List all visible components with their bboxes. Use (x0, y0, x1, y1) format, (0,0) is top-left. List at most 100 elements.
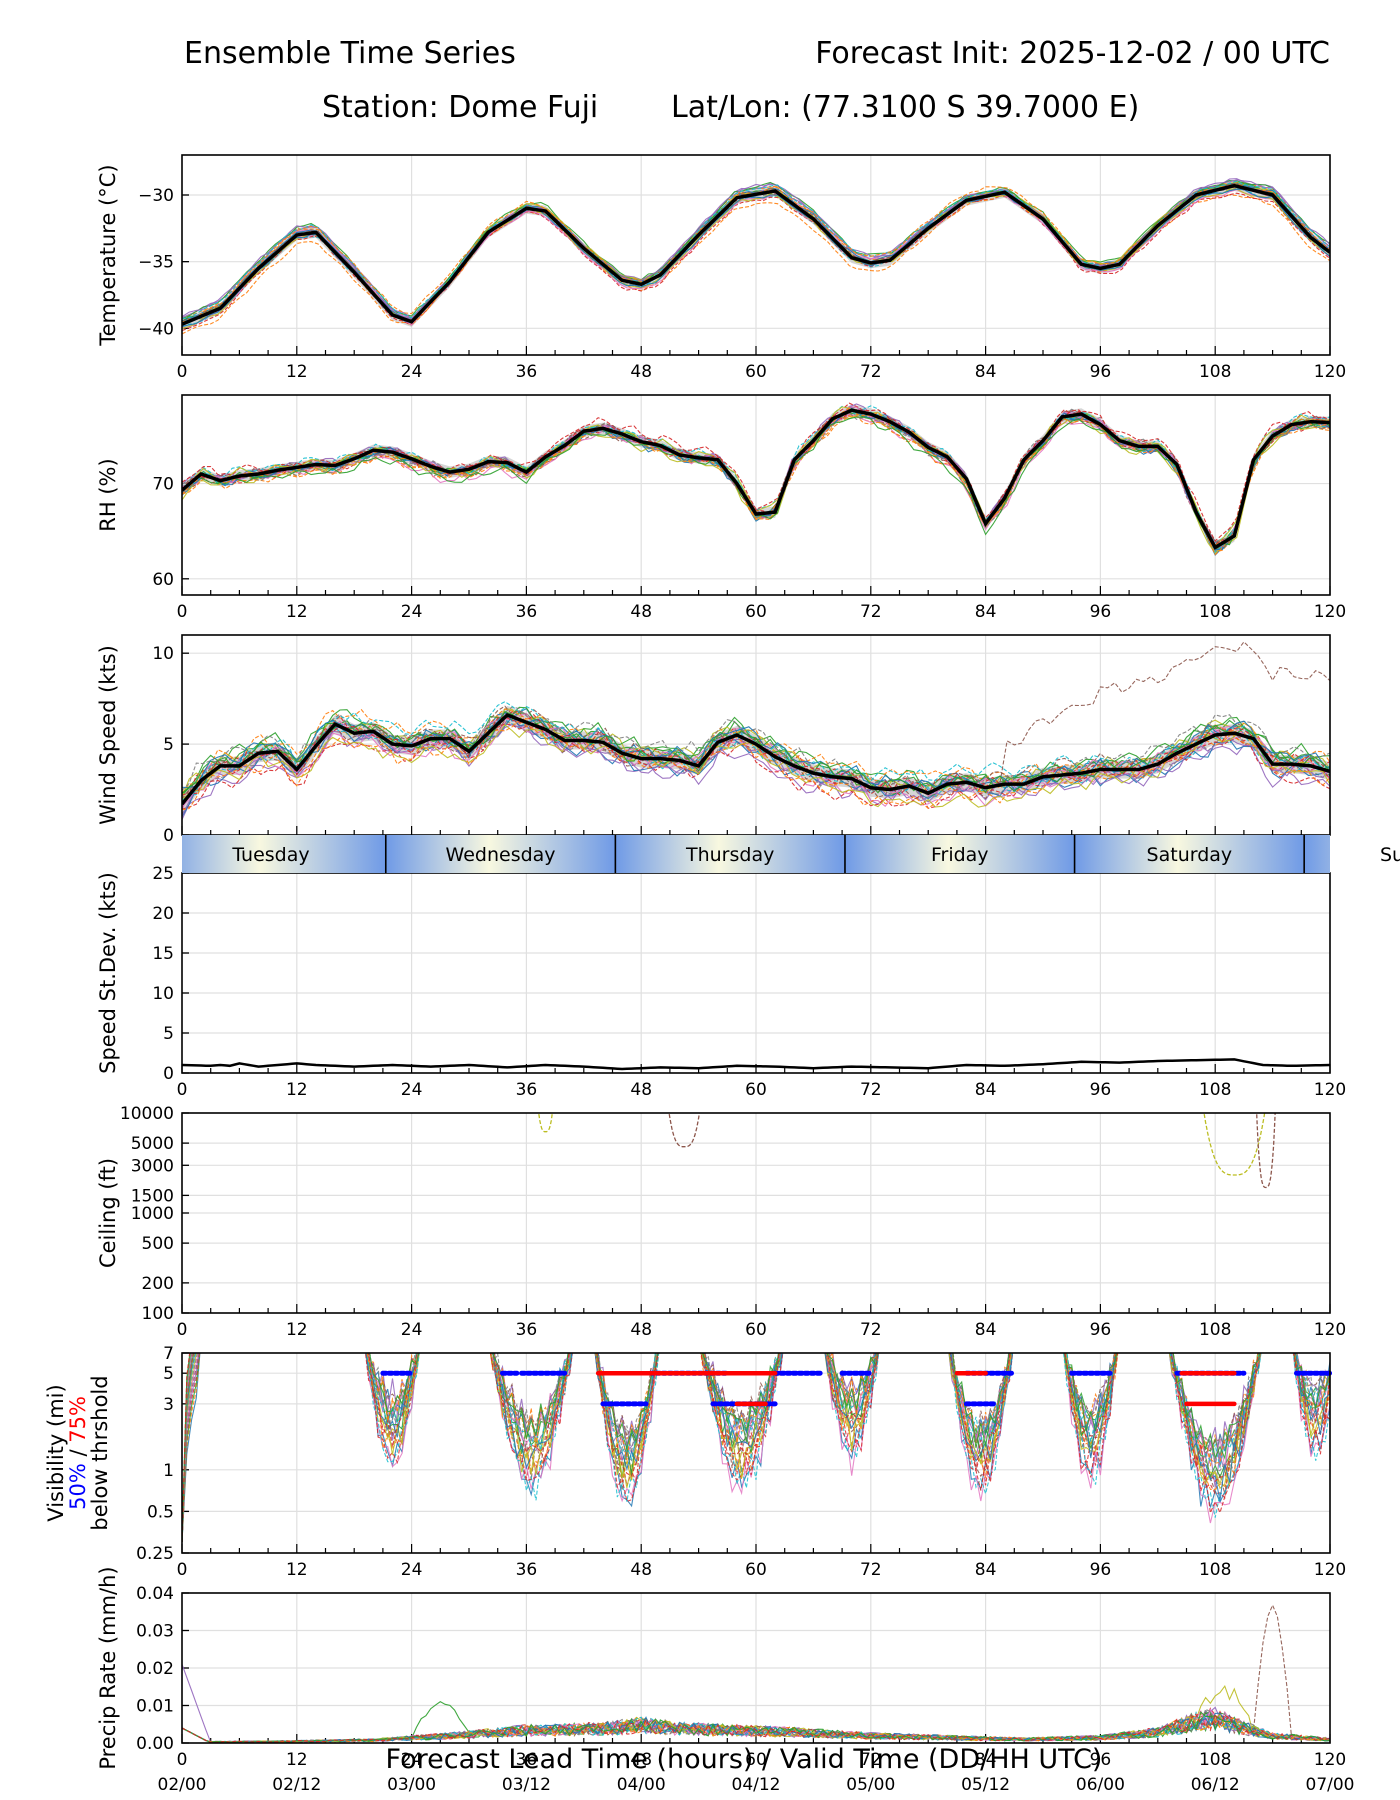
y-tick-label: 0.01 (136, 1697, 174, 1717)
visibility-member-line (182, 1353, 1330, 1543)
y-tick-label: 1 (163, 1461, 174, 1481)
y-axis-label: below thrshold (88, 1375, 112, 1530)
day-band (615, 835, 845, 873)
ensemble-member-line (182, 706, 1330, 797)
y-tick-label: 200 (142, 1274, 174, 1294)
x-valid-time-label: 07/00 (1306, 1775, 1355, 1795)
y-tick-label: 20 (152, 904, 174, 924)
x-valid-time-label: 02/00 (158, 1775, 207, 1795)
visibility-member-line (182, 1353, 1330, 1543)
day-strip: Tuesday Wednesday Thursday Friday Saturday Su (182, 835, 1400, 873)
x-tick-label: 36 (516, 362, 538, 382)
y-tick-label: −35 (138, 253, 174, 273)
y-axis-label-part: / (66, 1443, 90, 1463)
x-tick-label: 60 (745, 1560, 767, 1580)
ensemble-mean-line (182, 712, 1330, 806)
y-tick-label: 10000 (120, 1104, 174, 1124)
x-tick-label: 36 (516, 1080, 538, 1100)
x-tick-label: 60 (745, 602, 767, 622)
visibility-member-line (182, 1353, 1330, 1543)
y-axis-label: Ceiling (ft) (96, 1158, 120, 1268)
x-tick-label: 72 (860, 1080, 882, 1100)
panel-visibility: 0.25 0.5 1 3 57 0 12 24 36 48 60 72 84 96 108 120 Visibi… (44, 1344, 1346, 1580)
y-tick-label: 0 (163, 826, 174, 846)
x-tick-label: 96 (1090, 1560, 1112, 1580)
x-tick-label: 120 (1314, 602, 1346, 622)
x-tick-label: 24 (401, 1750, 423, 1770)
x-valid-time-label: 02/12 (272, 1775, 321, 1795)
x-tick-label: 24 (401, 1320, 423, 1340)
ceiling-member-line (668, 1113, 701, 1148)
x-tick-label: 0 (177, 1080, 188, 1100)
x-tick-label: 0 (177, 602, 188, 622)
x-tick-label: 120 (1314, 1750, 1346, 1770)
x-tick-label: 108 (1199, 1080, 1231, 1100)
x-valid-time-label: 04/12 (732, 1775, 781, 1795)
x-tick-label: 84 (975, 1080, 997, 1100)
y-tick-label: 1000 (131, 1204, 174, 1224)
y-tick-label: 0.5 (147, 1502, 174, 1522)
panel-frame (181, 1112, 1331, 1314)
x-tick-label: 108 (1199, 362, 1231, 382)
y-tick-label: 10 (152, 644, 174, 664)
station-name: Station: Dome Fuji (322, 90, 598, 125)
x-tick-label: 48 (630, 1560, 652, 1580)
panel-precip_rate: 0.00 0.01 0.02 0.03 0.04 0 12 24 36 48 60 72 84 96 108… (96, 1566, 1355, 1795)
x-tick-label: 96 (1090, 362, 1112, 382)
visibility-member-line (182, 1353, 1330, 1543)
x-valid-time-label: 06/12 (1191, 1775, 1240, 1795)
ensemble-member-line (182, 718, 1330, 811)
x-tick-label: 60 (745, 1080, 767, 1100)
x-tick-label: 60 (745, 1750, 767, 1770)
ceiling-member-line (1256, 1113, 1276, 1189)
panel-wind_speed: 0 5 10 Wind Speed (kts) (96, 634, 1331, 846)
x-tick-label: 108 (1199, 1560, 1231, 1580)
x-valid-time-label: 03/00 (387, 1775, 436, 1795)
y-tick-label: 100 (142, 1304, 174, 1324)
day-label: Friday (931, 844, 989, 866)
x-tick-label: 24 (401, 362, 423, 382)
x-valid-time-label: 06/00 (1076, 1775, 1125, 1795)
precip-member-line (182, 1711, 1330, 1743)
x-tick-label: 72 (860, 362, 882, 382)
y-tick-label: 10 (152, 984, 174, 1004)
x-tick-label: 48 (630, 362, 652, 382)
ensemble-mean-line (182, 183, 1330, 326)
y-axis-label-part: 50% (66, 1463, 90, 1510)
day-label: Thursday (685, 844, 774, 866)
y-axis-label: Precip Rate (mm/h) (96, 1566, 120, 1769)
x-tick-label: 60 (745, 362, 767, 382)
x-axis-label: Forecast Lead Time (hours) / Valid Time … (386, 1744, 1103, 1775)
x-tick-label: 60 (745, 1320, 767, 1340)
day-label: Tuesday (231, 844, 309, 866)
x-tick-label: 84 (975, 362, 997, 382)
y-tick-label: 70 (152, 475, 174, 495)
x-tick-label: 72 (860, 1320, 882, 1340)
day-band (385, 835, 616, 873)
y-tick-label: 3 (163, 1395, 174, 1415)
ceiling-member-line (1203, 1113, 1266, 1176)
x-tick-label: 36 (516, 1320, 538, 1340)
x-tick-label: 36 (516, 1750, 538, 1770)
x-tick-label: 12 (286, 602, 308, 622)
x-tick-label: 12 (286, 362, 308, 382)
x-tick-label: 48 (630, 1320, 652, 1340)
y-tick-label: 0.03 (136, 1622, 174, 1642)
ensemble-mean-line (182, 408, 1330, 550)
y-axis-label: RH (%) (96, 458, 120, 531)
x-tick-label: 48 (630, 1750, 652, 1770)
x-tick-label: 120 (1314, 1560, 1346, 1580)
panel-frame (181, 154, 1331, 356)
y-tick-label: 7 (163, 1344, 174, 1364)
x-valid-time-label: 05/00 (846, 1775, 895, 1795)
day-label: Saturday (1147, 844, 1233, 866)
y-axis-label-part: 75% (66, 1396, 90, 1443)
x-tick-label: 36 (516, 1560, 538, 1580)
y-tick-label: 5 (163, 1364, 174, 1384)
ensemble-member-line (182, 706, 1330, 794)
x-tick-label: 0 (177, 1750, 188, 1770)
x-tick-label: 84 (975, 1750, 997, 1770)
title-left: Ensemble Time Series (184, 36, 516, 71)
x-tick-label: 84 (975, 1320, 997, 1340)
